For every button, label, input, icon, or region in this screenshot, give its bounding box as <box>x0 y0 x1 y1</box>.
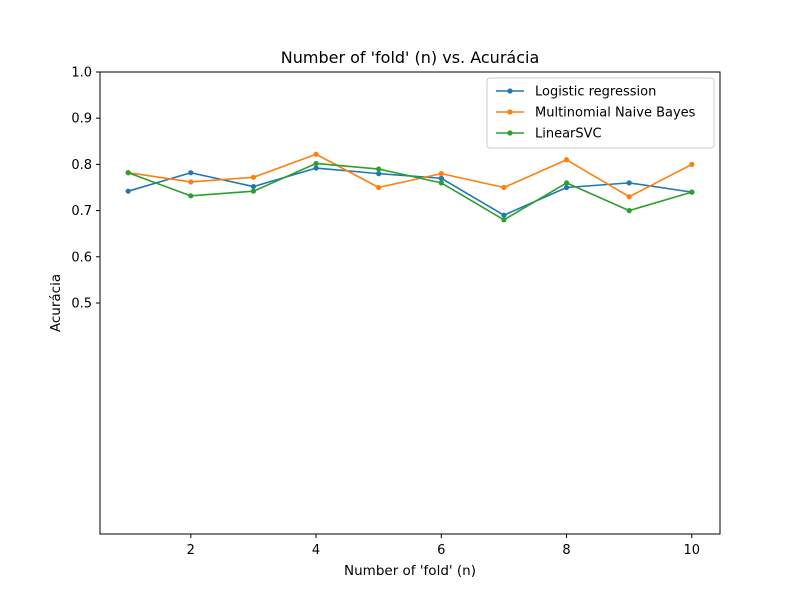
data-point <box>376 184 382 191</box>
legend-item: LinearSVC <box>496 127 602 142</box>
x-tick-label: 2 <box>187 543 195 558</box>
series-line <box>128 153 693 198</box>
y-tick-label: 0.7 <box>71 204 92 219</box>
legend-box <box>486 77 715 149</box>
data-point <box>250 188 257 194</box>
x-tick-label: 8 <box>562 543 570 558</box>
data-point <box>438 180 444 186</box>
data-point <box>376 166 382 172</box>
x-tick-label: 6 <box>437 543 445 558</box>
series-line <box>127 162 693 221</box>
data-point <box>313 160 319 167</box>
data-point <box>125 170 131 176</box>
series-1 <box>125 165 695 218</box>
legend-item: Multinomial Naive Bayes <box>496 106 696 121</box>
data-point <box>563 184 570 191</box>
y-tick-label: 0.9 <box>71 112 92 127</box>
data-point <box>250 174 257 180</box>
legend-label: Multinomial Naive Bayes <box>535 106 696 121</box>
legend-swatch-marker <box>507 88 513 94</box>
data-point <box>313 165 319 171</box>
y-tick-label: 0.8 <box>71 158 92 173</box>
y-axis-label: Acurácia <box>48 274 64 332</box>
data-point <box>188 170 194 176</box>
y-tick-label: 0.5 <box>71 297 92 312</box>
legend-label: LinearSVC <box>535 127 602 142</box>
legend-swatch-marker <box>507 109 513 115</box>
y-tick-label: 1.0 <box>71 66 92 81</box>
data-point <box>250 183 257 190</box>
data-point <box>563 180 570 186</box>
legend-swatch-marker <box>507 130 513 136</box>
data-point <box>626 208 632 214</box>
legend: Logistic regression Multinomial Naive Bay… <box>486 77 715 149</box>
data-point <box>626 180 632 186</box>
series-group <box>125 151 695 223</box>
data-point <box>188 179 194 185</box>
data-point <box>501 217 507 223</box>
data-point <box>125 188 131 194</box>
data-point <box>188 193 194 199</box>
data-point <box>501 184 507 191</box>
y-tick-label: 0.6 <box>71 250 92 265</box>
data-point <box>689 161 695 167</box>
data-point <box>438 171 444 177</box>
data-point <box>376 171 382 177</box>
data-point <box>438 175 444 181</box>
data-point <box>689 189 695 195</box>
y-axis-ticks: 0.5 0.6 0.7 0.8 0.9 1.0 <box>71 66 100 312</box>
x-tick-label: 4 <box>312 543 320 558</box>
data-point <box>501 212 507 218</box>
data-point <box>313 151 319 157</box>
legend-label: Logistic regression <box>535 85 656 100</box>
x-axis-label: Number of 'fold' (n) <box>344 563 476 579</box>
x-axis-ticks: 2 4 6 8 10 <box>187 534 700 558</box>
legend-item: Logistic regression <box>496 85 656 100</box>
series-3 <box>125 160 695 223</box>
data-point <box>563 157 570 163</box>
x-tick-label: 10 <box>684 543 701 558</box>
data-point <box>626 194 632 200</box>
chart-title: Number of 'fold' (n) vs. Acurácia <box>281 48 540 67</box>
